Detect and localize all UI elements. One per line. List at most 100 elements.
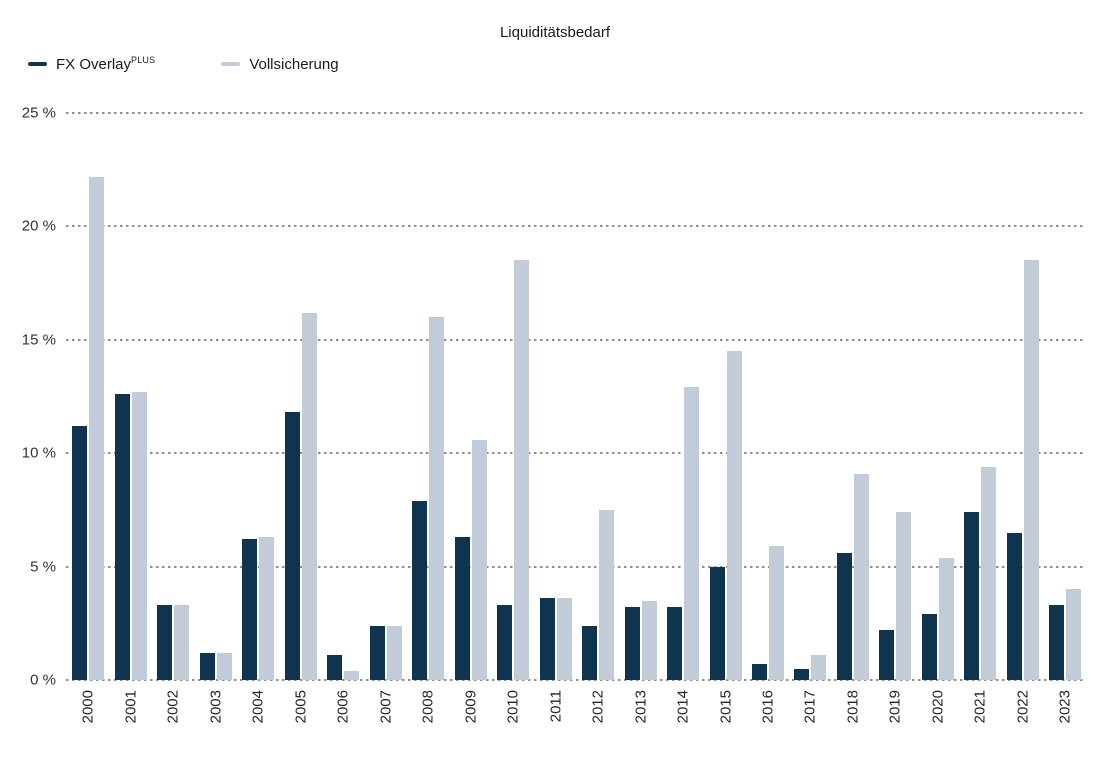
gridline <box>66 679 1085 681</box>
y-tick-label: 20 % <box>21 217 56 235</box>
x-tick-label: 2012 <box>589 690 607 724</box>
x-tick-label: 2021 <box>971 690 989 724</box>
bar-fx-overlay-plus <box>412 500 428 680</box>
legend-item-fx-overlay-plus: FX OverlayPLUS <box>28 55 155 73</box>
y-tick-label: 15 % <box>21 331 56 349</box>
bar-group: 2015 <box>709 113 742 723</box>
bar-group: 2006 <box>327 113 360 723</box>
x-tick-label: 2005 <box>292 690 310 724</box>
bar-fx-overlay-plus <box>157 605 173 680</box>
bar-fx-overlay-plus <box>751 664 767 680</box>
x-tick-label: 2018 <box>844 690 862 724</box>
bar-group: 2000 <box>72 113 105 723</box>
x-tick-label: 2022 <box>1014 690 1032 724</box>
bar-vollsicherung <box>811 655 827 680</box>
bar-group: 2021 <box>964 113 997 723</box>
fx-overlay-plus-swatch-icon <box>28 62 47 66</box>
bar-fx-overlay-plus <box>709 566 725 680</box>
bar-vollsicherung <box>89 176 105 680</box>
bar-fx-overlay-plus <box>921 614 937 680</box>
bar-vollsicherung <box>641 600 657 680</box>
bar-group: 2002 <box>157 113 190 723</box>
bar-group: 2003 <box>199 113 232 723</box>
x-tick-label: 2014 <box>674 690 692 724</box>
bar-fx-overlay-plus <box>454 537 470 680</box>
bar-vollsicherung <box>174 605 190 680</box>
x-tick-label: 2002 <box>164 690 182 724</box>
bar-group: 2017 <box>794 113 827 723</box>
bar-group: 2014 <box>667 113 700 723</box>
bar-vollsicherung <box>344 670 360 680</box>
y-tick-label: 5 % <box>30 558 56 576</box>
y-tick-label: 0 % <box>30 671 56 689</box>
bar-group: 2008 <box>412 113 445 723</box>
legend-label-fx-overlay-plus: FX OverlayPLUS <box>56 55 156 73</box>
bar-fx-overlay-plus <box>582 625 598 680</box>
bar-vollsicherung <box>1066 589 1082 680</box>
x-tick-label: 2009 <box>462 690 480 724</box>
x-tick-label: 2003 <box>207 690 225 724</box>
bar-vollsicherung <box>726 351 742 680</box>
x-tick-label: 2023 <box>1056 690 1074 724</box>
bar-fx-overlay-plus <box>369 625 385 680</box>
x-tick-label: 2011 <box>547 690 565 723</box>
bar-vollsicherung <box>1023 260 1039 680</box>
bar-vollsicherung <box>599 509 615 680</box>
bar-group: 2023 <box>1049 113 1082 723</box>
bar-group: 2001 <box>114 113 147 723</box>
bar-fx-overlay-plus <box>1006 532 1022 680</box>
bar-vollsicherung <box>131 391 147 680</box>
bar-vollsicherung <box>259 537 275 680</box>
x-tick-label: 2008 <box>419 690 437 724</box>
bar-group: 2018 <box>836 113 869 723</box>
bar-vollsicherung <box>216 652 232 680</box>
gridline <box>66 565 1085 568</box>
bar-vollsicherung <box>471 439 487 680</box>
x-tick-label: 2004 <box>249 690 267 724</box>
bar-fx-overlay-plus <box>199 652 215 680</box>
x-tick-label: 2013 <box>632 690 650 724</box>
x-tick-label: 2019 <box>886 690 904 724</box>
bar-fx-overlay-plus <box>114 394 130 680</box>
x-tick-label: 2001 <box>122 690 140 724</box>
legend: FX OverlayPLUS Vollsicherung <box>28 55 339 73</box>
x-tick-label: 2007 <box>377 690 395 724</box>
bar-fx-overlay-plus <box>794 668 810 680</box>
x-tick-label: 2016 <box>759 690 777 724</box>
bar-group: 2019 <box>879 113 912 723</box>
bar-group: 2004 <box>242 113 275 723</box>
bar-fx-overlay-plus <box>964 512 980 680</box>
bar-fx-overlay-plus <box>72 425 88 680</box>
bar-vollsicherung <box>684 387 700 680</box>
vollsicherung-swatch-icon <box>221 62 241 66</box>
gridline <box>66 225 1085 228</box>
bar-vollsicherung <box>301 312 317 680</box>
bar-group: 2012 <box>582 113 615 723</box>
bar-group: 2011 <box>539 113 572 722</box>
bar-vollsicherung <box>386 625 402 680</box>
legend-item-vollsicherung: Vollsicherung <box>221 55 339 73</box>
bar-group: 2022 <box>1006 113 1039 723</box>
bar-group: 2020 <box>921 113 954 723</box>
y-tick-label: 10 % <box>21 444 56 462</box>
bar-fx-overlay-plus <box>836 553 852 680</box>
bar-vollsicherung <box>853 473 869 680</box>
bar-vollsicherung <box>938 557 954 680</box>
bar-group: 2010 <box>497 113 530 723</box>
bar-vollsicherung <box>556 598 572 680</box>
bar-fx-overlay-plus <box>497 605 513 680</box>
x-tick-label: 2015 <box>717 690 734 724</box>
gridline <box>66 452 1085 455</box>
y-tick-label: 25 % <box>21 104 56 122</box>
bar-vollsicherung <box>429 317 445 680</box>
legend-label-vollsicherung: Vollsicherung <box>249 55 339 73</box>
bar-vollsicherung <box>768 546 784 680</box>
bar-fx-overlay-plus <box>1049 605 1065 680</box>
chart-title: Liquiditätsbedarf <box>499 24 611 41</box>
bar-group: 2005 <box>284 113 317 723</box>
bar-vollsicherung <box>896 512 912 680</box>
bar-group: 2013 <box>624 113 657 723</box>
x-tick-label: 2006 <box>334 690 352 724</box>
bar-fx-overlay-plus <box>624 607 640 680</box>
